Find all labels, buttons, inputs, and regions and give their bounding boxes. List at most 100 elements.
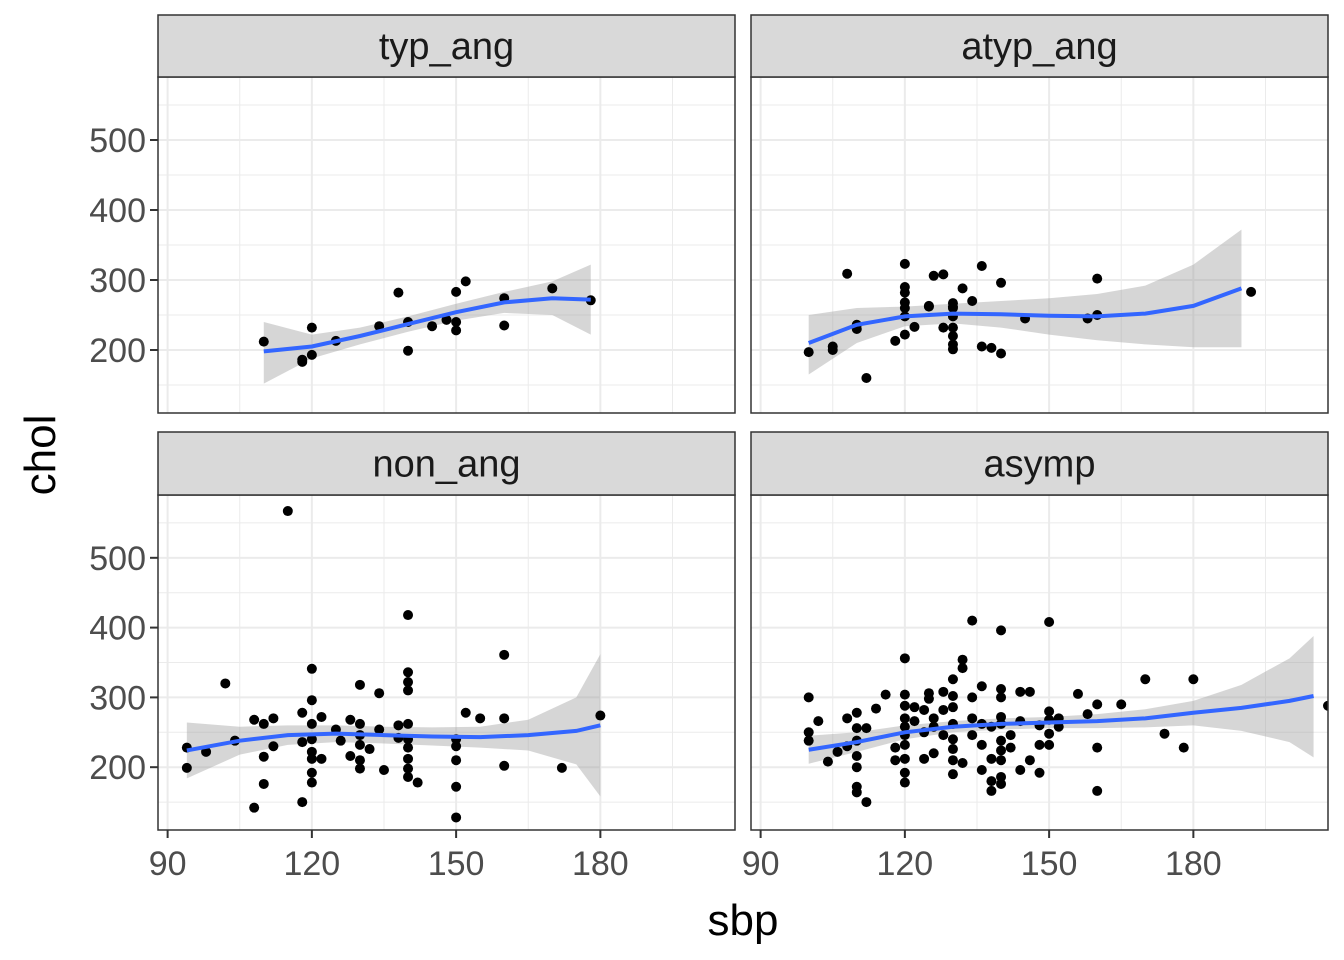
data-point (1044, 617, 1055, 628)
panel-data (181, 506, 606, 823)
data-point (976, 261, 987, 271)
data-point (220, 678, 231, 689)
data-point (871, 703, 882, 714)
data-point (947, 755, 958, 766)
data-point (306, 718, 317, 729)
data-point (957, 758, 968, 768)
data-point (986, 753, 997, 764)
data-point (899, 721, 910, 732)
data-point (1116, 699, 1127, 710)
data-point (354, 755, 365, 766)
data-point (861, 723, 872, 734)
data-point (938, 704, 949, 715)
y-tick-label: 500 (89, 122, 146, 160)
x-tick-label: 150 (428, 845, 485, 883)
data-point (938, 322, 949, 333)
data-point (1140, 674, 1151, 685)
strip-background (750, 431, 1329, 496)
strip-label: asymp (984, 444, 1096, 486)
data-point (306, 777, 317, 788)
data-point (412, 777, 423, 788)
data-point (827, 341, 838, 352)
data-point (499, 649, 510, 660)
data-point (403, 345, 414, 356)
data-point (547, 283, 558, 294)
data-point (1082, 709, 1093, 720)
data-point (842, 713, 853, 724)
data-point (403, 753, 414, 764)
data-point (378, 764, 389, 775)
data-point (957, 283, 968, 294)
data-point (1034, 739, 1045, 750)
data-point (1092, 785, 1103, 796)
data-point (919, 753, 930, 764)
data-point (890, 755, 901, 766)
data-point (996, 745, 1007, 756)
strip-label: atyp_ang (961, 26, 1117, 68)
data-point (967, 730, 978, 741)
data-point (374, 724, 385, 735)
data-point (976, 764, 987, 775)
data-point (556, 762, 567, 773)
smooth-line (808, 694, 1314, 752)
data-point (899, 713, 910, 724)
data-point (880, 689, 891, 700)
data-point (316, 711, 327, 722)
data-point (899, 767, 910, 778)
data-point (306, 322, 317, 333)
strip-background (157, 431, 736, 496)
data-point (928, 270, 939, 281)
data-point (851, 762, 862, 773)
data-point (297, 354, 308, 365)
data-point (947, 769, 958, 780)
x-tick-label: 90 (742, 845, 780, 883)
data-point (996, 348, 1007, 359)
data-point (451, 781, 462, 792)
data-point (899, 287, 910, 298)
data-point (345, 751, 356, 762)
data-point (306, 767, 317, 778)
data-point (967, 713, 978, 724)
data-point (928, 748, 939, 759)
data-point (923, 693, 934, 704)
data-point (947, 322, 958, 333)
data-point (1044, 706, 1055, 717)
data-point (996, 735, 1007, 746)
data-point (938, 730, 949, 741)
data-point (499, 713, 510, 724)
data-point (451, 286, 462, 297)
y-tick-label: 400 (89, 610, 146, 648)
data-point (976, 681, 987, 692)
data-point (451, 812, 462, 823)
data-point (475, 713, 486, 724)
strip-background (750, 14, 1329, 78)
x-tick-label: 90 (149, 845, 187, 883)
data-point (947, 702, 958, 713)
data-point (306, 349, 317, 360)
smooth-line (263, 296, 591, 354)
data-point (947, 674, 958, 685)
data-point (822, 756, 833, 767)
data-point (899, 753, 910, 764)
data-point (996, 755, 1007, 766)
data-point (986, 785, 997, 796)
data-point (354, 763, 365, 774)
data-point (1159, 728, 1170, 739)
data-point (1178, 742, 1189, 753)
data-point (460, 276, 471, 287)
smooth-line (807, 286, 1243, 345)
data-point (947, 734, 958, 745)
data-point (1246, 286, 1257, 297)
confidence-band (808, 229, 1242, 375)
data-point (890, 335, 901, 346)
panel-typ_ang: typ_ang 200 300 400 500 (89, 14, 736, 414)
data-point (813, 716, 824, 727)
data-point (996, 692, 1007, 703)
data-point (899, 653, 910, 664)
data-point (393, 720, 404, 731)
panel-data (258, 264, 596, 384)
data-point (909, 702, 920, 713)
data-point (899, 258, 910, 269)
data-point (957, 654, 968, 665)
confidence-band (808, 635, 1314, 764)
